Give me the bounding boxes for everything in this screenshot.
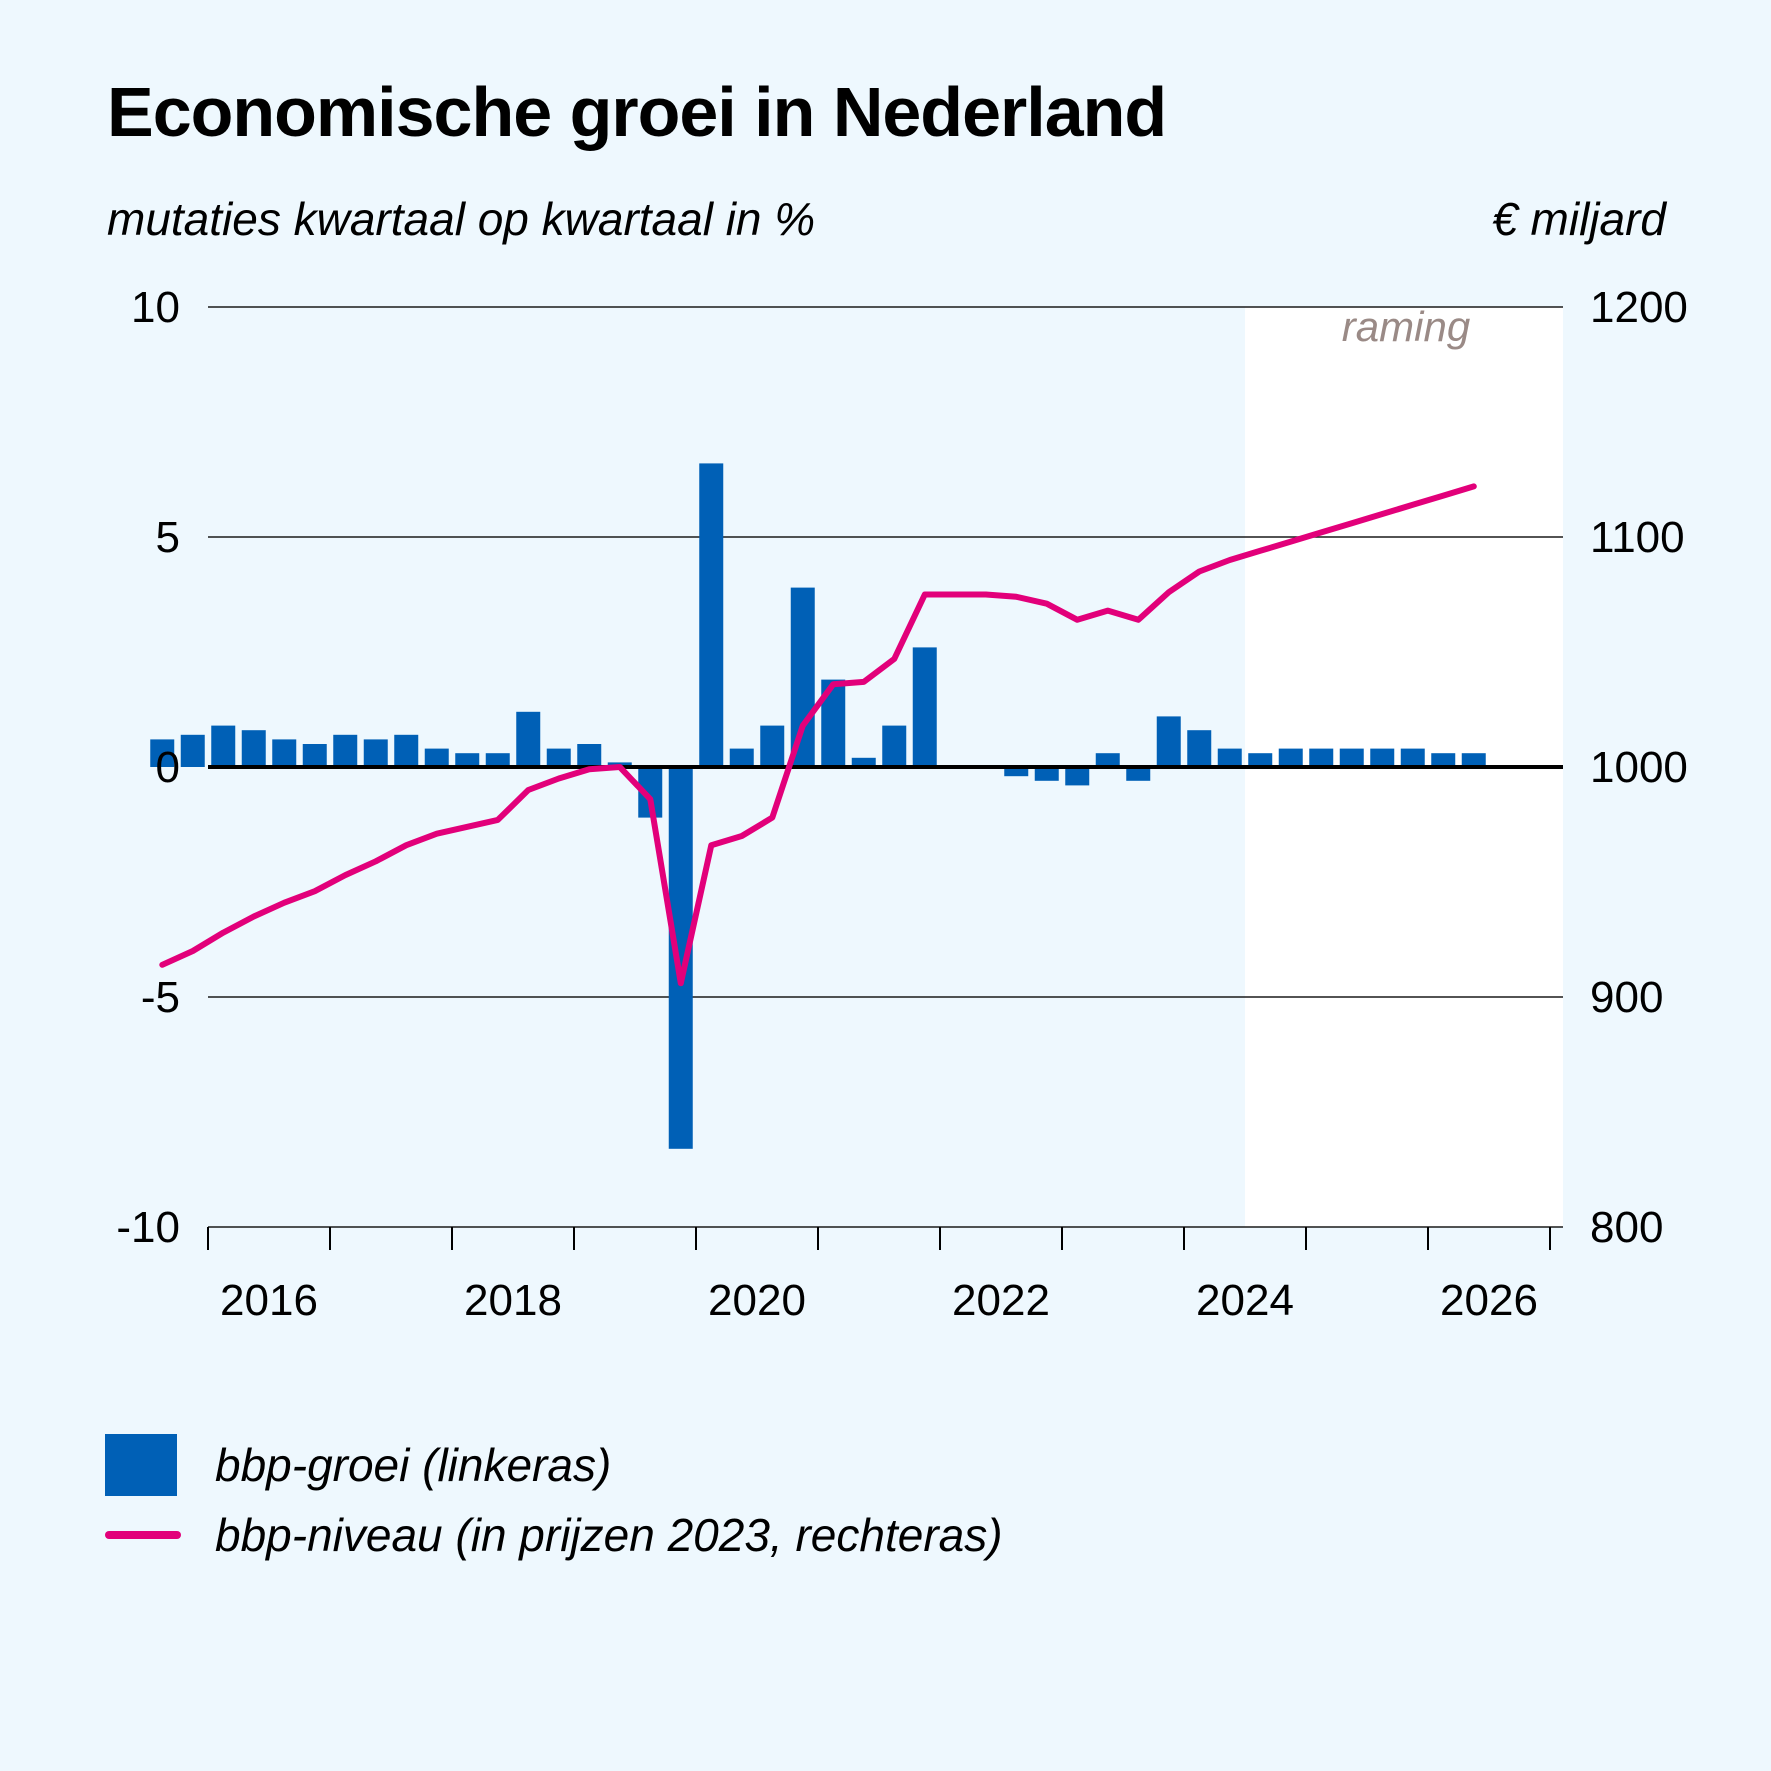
level-line <box>159 483 1477 987</box>
chart-title: Economische groei in Nederland <box>107 73 1167 151</box>
bar <box>1370 748 1395 767</box>
bar <box>485 753 510 767</box>
bar <box>1248 753 1273 767</box>
bar <box>211 725 236 767</box>
bar <box>424 748 449 767</box>
bar <box>180 734 205 767</box>
right-tick-label: 1000 <box>1590 743 1688 792</box>
x-tick-label: 2018 <box>464 1276 562 1325</box>
bar <box>1461 753 1486 767</box>
legend-swatch-line <box>105 1531 181 1539</box>
bar <box>1126 767 1151 781</box>
bar <box>1217 748 1242 767</box>
bar <box>1065 767 1090 786</box>
forecast-label: raming <box>1342 303 1470 350</box>
bar <box>363 739 388 767</box>
right-tick-label: 900 <box>1590 973 1663 1022</box>
bar <box>790 587 815 767</box>
bar <box>1339 748 1364 767</box>
x-tick-label: 2020 <box>708 1276 806 1325</box>
legend-label-line: bbp-niveau (in prijzen 2023, rechteras) <box>215 1509 1003 1561</box>
right-tick-label: 800 <box>1590 1203 1663 1252</box>
bar <box>912 647 937 767</box>
bar <box>1278 748 1303 767</box>
left-axis: 10 5 0 -5 -10 <box>116 283 180 1252</box>
x-tick-label: 2026 <box>1440 1276 1538 1325</box>
bar <box>394 734 419 767</box>
bar <box>302 744 327 767</box>
bar <box>1156 716 1181 767</box>
bar <box>1400 748 1425 767</box>
right-tick-label: 1200 <box>1590 283 1688 332</box>
legend-item-line: bbp-niveau (in prijzen 2023, rechteras) <box>105 1508 1003 1562</box>
bar <box>516 711 541 767</box>
bar <box>577 744 602 767</box>
bar <box>1431 753 1456 767</box>
bar <box>1095 753 1120 767</box>
bar <box>699 463 724 767</box>
legend-item-bars: bbp-groei (linkeras) <box>105 1434 611 1496</box>
bar <box>1004 767 1029 777</box>
x-tick-label: 2022 <box>952 1276 1050 1325</box>
x-axis: 2016 2018 2020 2022 2024 2026 <box>207 1227 1551 1325</box>
bar <box>455 753 480 767</box>
bar <box>1309 748 1334 767</box>
bar <box>1034 767 1059 781</box>
bar <box>150 739 175 767</box>
left-axis-unit: mutaties kwartaal op kwartaal in % <box>107 193 816 245</box>
bar <box>1187 730 1212 767</box>
left-tick-label: 0 <box>156 743 180 792</box>
bar <box>729 748 754 767</box>
right-axis: 1200 1100 1000 900 800 <box>1590 283 1688 1252</box>
bar <box>760 725 785 767</box>
left-tick-label: -5 <box>141 973 180 1022</box>
grid-lines <box>208 306 1563 1228</box>
x-tick-label: 2024 <box>1196 1276 1294 1325</box>
bar <box>546 748 571 767</box>
right-axis-unit: € miljard <box>1492 193 1666 245</box>
right-tick-label: 1100 <box>1590 513 1685 562</box>
left-tick-label: 5 <box>156 513 180 562</box>
legend-label-bars: bbp-groei (linkeras) <box>215 1439 612 1491</box>
bar <box>851 757 876 767</box>
bar <box>333 734 358 767</box>
left-tick-label: -10 <box>116 1203 180 1252</box>
bar <box>882 725 907 767</box>
left-tick-label: 10 <box>131 283 180 332</box>
x-tick-label: 2016 <box>220 1276 318 1325</box>
legend-swatch-bar <box>105 1434 177 1496</box>
bar <box>272 739 297 767</box>
bar <box>241 730 266 767</box>
